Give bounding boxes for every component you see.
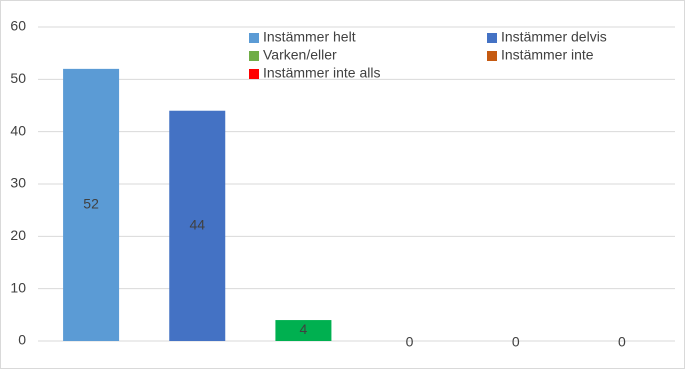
- legend-swatch: [249, 51, 259, 61]
- legend-label: Instämmer inte alls: [263, 65, 380, 81]
- data-label: 44: [189, 217, 205, 233]
- data-label: 52: [83, 196, 99, 212]
- data-label: 0: [618, 334, 626, 350]
- legend-label: Instämmer helt: [263, 29, 356, 45]
- bar: [169, 110, 226, 341]
- legend-swatch: [487, 33, 497, 43]
- y-tick-label: 30: [10, 175, 26, 191]
- legend-label: Varken/eller: [263, 47, 337, 63]
- y-tick-label: 50: [10, 70, 26, 86]
- y-tick-label: 60: [10, 18, 26, 34]
- legend-swatch: [249, 33, 259, 43]
- data-label: 0: [512, 334, 520, 350]
- y-tick-label: 10: [10, 279, 26, 295]
- data-label: 0: [406, 334, 414, 350]
- data-label: 4: [300, 321, 308, 337]
- y-tick-label: 40: [10, 122, 26, 138]
- legend-label: Instämmer inte: [501, 47, 594, 63]
- legend-swatch: [249, 69, 259, 79]
- bar: [63, 68, 120, 341]
- y-tick-label: 20: [10, 227, 26, 243]
- bar: [275, 320, 332, 341]
- legend-label: Instämmer delvis: [501, 29, 607, 45]
- legend-swatch: [487, 51, 497, 61]
- y-tick-label: 0: [18, 332, 26, 348]
